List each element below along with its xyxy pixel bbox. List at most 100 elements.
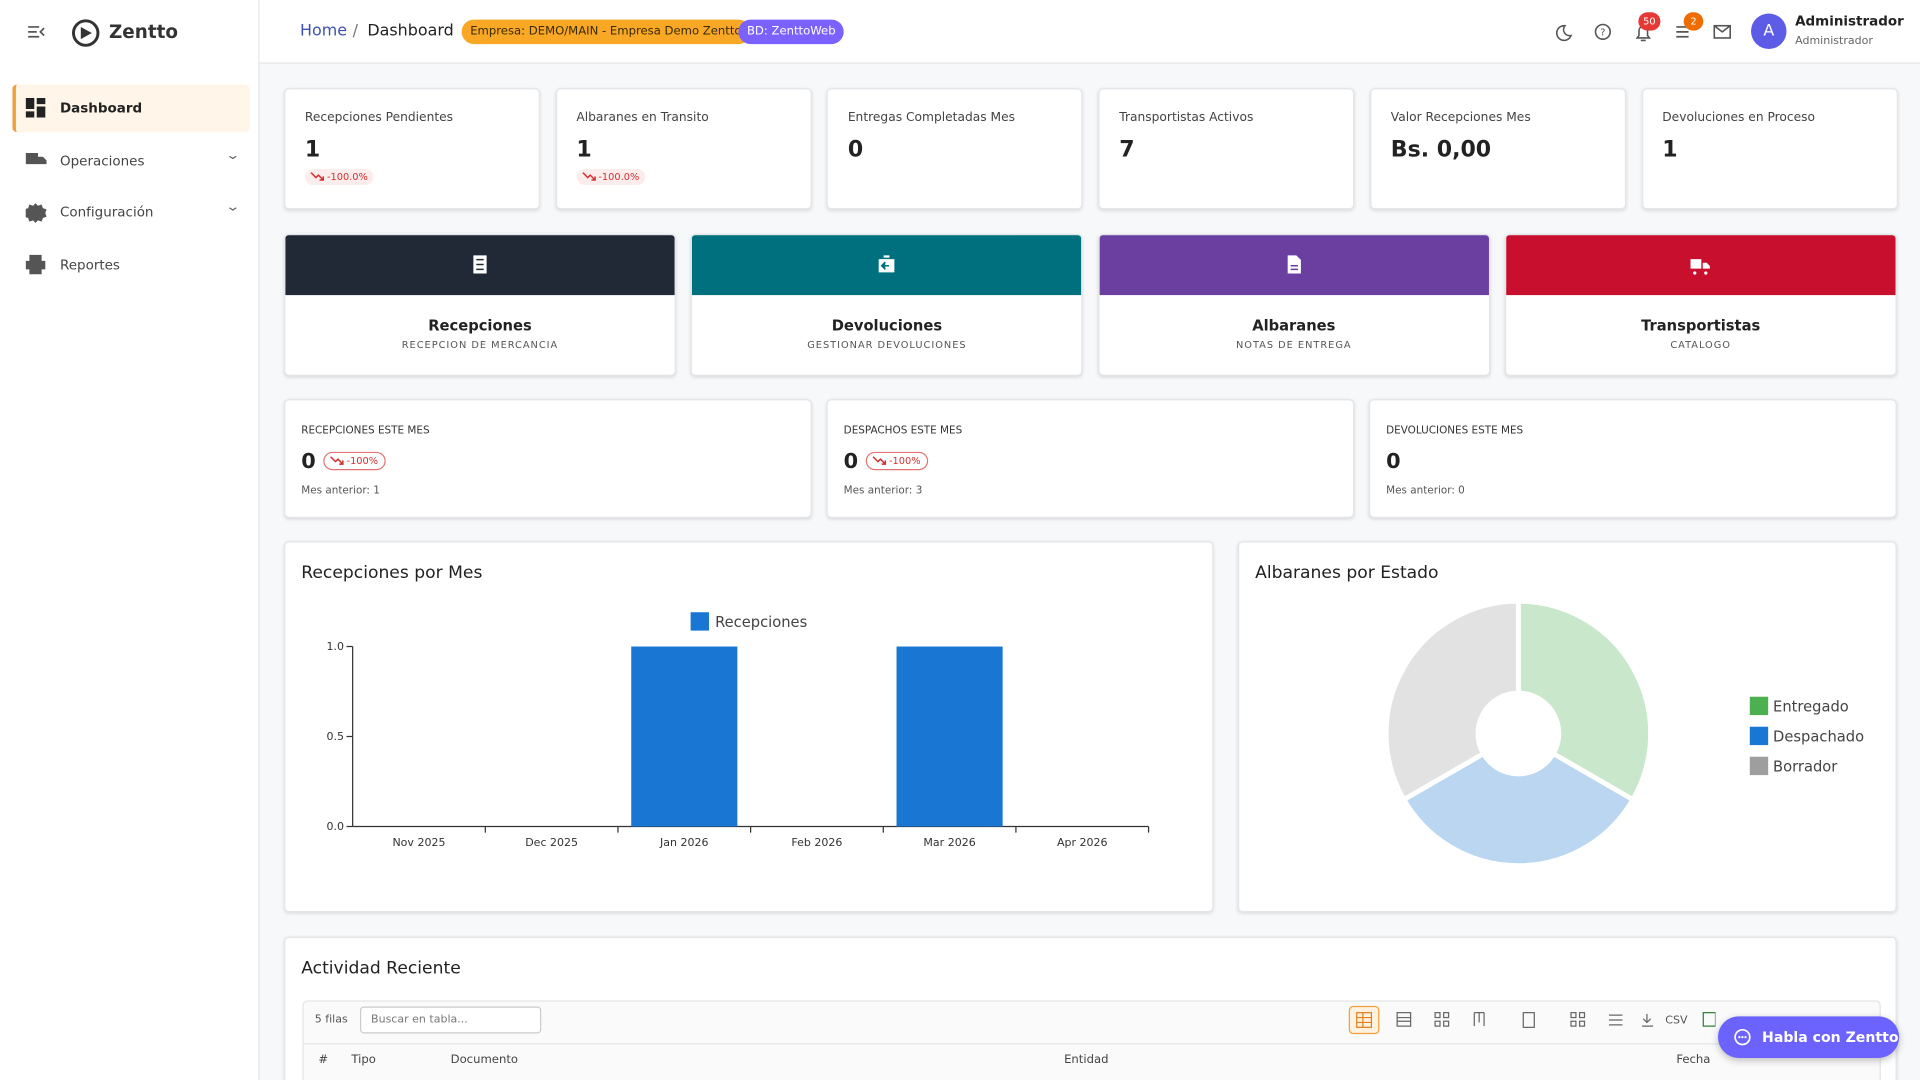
column-header: Fecha bbox=[1676, 1053, 1711, 1067]
column-header: Tipo bbox=[351, 1053, 376, 1067]
module-title: Albaranes bbox=[1252, 317, 1336, 335]
monthly-value: 0 bbox=[301, 449, 316, 474]
chart-title: Albaranes por Estado bbox=[1255, 563, 1439, 583]
trend-icon bbox=[581, 172, 596, 181]
module-card[interactable]: Transportistas CATALOGO bbox=[1504, 233, 1897, 376]
kpi-label: Valor Recepciones Mes bbox=[1390, 111, 1531, 125]
nav-chevron: ⌄ bbox=[225, 148, 241, 163]
monthly-previous: Mes anterior: 1 bbox=[301, 484, 380, 498]
chart-title: Recepciones por Mes bbox=[301, 563, 483, 583]
donut-chart-card: Albaranes por Estado Entregado Despachado… bbox=[1237, 541, 1897, 913]
notifications-badge: 50 bbox=[1638, 12, 1661, 31]
monthly-value: 0 bbox=[1386, 449, 1401, 474]
nav-label: Configuración bbox=[60, 204, 154, 221]
tasks-badge: 2 bbox=[1683, 12, 1704, 31]
kpi-label: Albaranes en Transito bbox=[576, 111, 709, 125]
nav-label: Reportes bbox=[60, 256, 120, 273]
legend-label: Entregado bbox=[1773, 698, 1849, 715]
kpi-change-text: -100.0% bbox=[598, 171, 640, 183]
monthly-change-text: -100% bbox=[346, 455, 379, 467]
monthly-previous: Mes anterior: 0 bbox=[1386, 484, 1465, 498]
chat-icon bbox=[1734, 1028, 1751, 1046]
y-tick-label: 1.0 bbox=[327, 640, 345, 653]
chat-button[interactable]: Habla con Zentto bbox=[1717, 1016, 1900, 1058]
nav-item[interactable]: Dashboard bbox=[12, 84, 250, 133]
monthly-previous: Mes anterior: 3 bbox=[843, 484, 923, 498]
module-icon bbox=[471, 253, 489, 276]
x-tick-label: Mar 2026 bbox=[923, 836, 975, 849]
kpi-card: Albaranes en Transito 1 -100.0% bbox=[555, 88, 812, 210]
nav-icon-shape bbox=[25, 97, 46, 118]
breadcrumb-current: Dashboard bbox=[367, 22, 454, 41]
module-icon bbox=[877, 253, 897, 274]
csv-button[interactable]: CSV bbox=[1665, 1015, 1688, 1028]
activity-title: Actividad Reciente bbox=[301, 958, 461, 979]
module-band bbox=[285, 235, 675, 296]
kpi-value: 0 bbox=[847, 137, 864, 163]
sidebar: Zentto Dashboard Operaciones ⌄ Configuració… bbox=[0, 0, 260, 1080]
monthly-card: RECEPCIONES ESTE MES 0 -100% Mes anterior: … bbox=[284, 399, 812, 518]
x-tick-label: Jan 2026 bbox=[659, 836, 709, 849]
bar-chart: 0.0 0.5 1.0 Nov 2025 Dec 2025 Jan 2026 Feb 202… bbox=[327, 612, 1150, 849]
trend-icon bbox=[872, 456, 887, 465]
kpi-value: 7 bbox=[1119, 137, 1135, 163]
kpi-value: 1 bbox=[304, 137, 321, 163]
nav-item[interactable]: Configuración ⌄ bbox=[12, 189, 246, 237]
module-card[interactable]: Albaranes NOTAS DE ENTREGA bbox=[1097, 233, 1490, 376]
header: Home / Dashboard Empresa: DEMO/MAIN - Em… bbox=[259, 0, 1920, 64]
module-card[interactable]: Recepciones RECEPCION DE MERCANCIA bbox=[284, 233, 676, 376]
kpi-card: Recepciones Pendientes 1 -100.0% bbox=[284, 88, 540, 210]
module-title: Devoluciones bbox=[831, 317, 943, 335]
monthly-card: DEVOLUCIONES ESTE MES 0 Mes anterior: 0 bbox=[1368, 399, 1897, 518]
bar bbox=[896, 646, 1003, 827]
table-toolbar[interactable] bbox=[1348, 1005, 1716, 1035]
legend-swatch bbox=[1749, 726, 1769, 746]
kpi-value: 1 bbox=[1662, 137, 1678, 163]
avatar[interactable]: A bbox=[1751, 13, 1787, 49]
menu-toggle[interactable] bbox=[27, 23, 47, 40]
user-name: Administrador bbox=[1795, 13, 1904, 30]
kpi-label: Entregas Completadas Mes bbox=[847, 111, 1015, 125]
search-placeholder: Buscar en tabla... bbox=[371, 1013, 468, 1027]
kpi-card: Devoluciones en Proceso 1 bbox=[1641, 88, 1898, 210]
legend-label: Recepciones bbox=[715, 614, 807, 631]
nav-icon bbox=[25, 203, 47, 223]
module-subtitle: GESTIONAR DEVOLUCIONES bbox=[807, 339, 967, 351]
nav-icon bbox=[25, 152, 47, 164]
legend-label: Borrador bbox=[1773, 758, 1838, 775]
monthly-card: DESPACHOS ESTE MES 0 -100% Mes anterior: 3 bbox=[826, 399, 1355, 518]
donut-slice bbox=[1400, 750, 1637, 869]
trend-icon bbox=[330, 456, 344, 465]
module-subtitle: RECEPCION DE MERCANCIA bbox=[401, 339, 559, 351]
nav-item[interactable]: Reportes bbox=[12, 241, 246, 289]
search-input[interactable]: Buscar en tabla... bbox=[360, 1006, 542, 1034]
x-tick-label: Apr 2026 bbox=[1057, 836, 1108, 849]
nav-label: Operaciones bbox=[60, 152, 145, 169]
kpi-card: Entregas Completadas Mes 0 bbox=[827, 88, 1083, 210]
module-band bbox=[1505, 235, 1896, 296]
kpi-change-text: -100.0% bbox=[326, 171, 368, 183]
db-badge: BD: ZenttoWeb bbox=[738, 19, 845, 45]
module-subtitle: NOTAS DE ENTREGA bbox=[1235, 339, 1352, 351]
row-count: 5 filas bbox=[314, 1013, 348, 1027]
monthly-change: -100% bbox=[865, 451, 928, 471]
breadcrumb-home[interactable]: Home bbox=[300, 22, 348, 41]
module-card[interactable]: Devoluciones GESTIONAR DEVOLUCIONES bbox=[690, 233, 1083, 376]
header-icons[interactable]: ? bbox=[1553, 22, 1749, 44]
company-badge: Empresa: DEMO/MAIN - Empresa Demo Zentto bbox=[461, 19, 751, 45]
chat-label: Habla con Zentto bbox=[1762, 1028, 1899, 1046]
donut-slice bbox=[1383, 598, 1521, 803]
nav-icon bbox=[25, 97, 46, 118]
legend-swatch bbox=[690, 612, 709, 631]
bar bbox=[631, 646, 738, 827]
nav-item[interactable]: Operaciones ⌄ bbox=[12, 137, 246, 185]
module-title: Recepciones bbox=[428, 317, 532, 335]
kpi-card: Transportistas Activos 7 bbox=[1098, 88, 1355, 210]
y-tick-label: 0.5 bbox=[327, 730, 345, 743]
column-header: Entidad bbox=[1064, 1053, 1109, 1067]
column-header: Documento bbox=[450, 1053, 518, 1067]
module-subtitle: CATALOGO bbox=[1670, 339, 1732, 351]
